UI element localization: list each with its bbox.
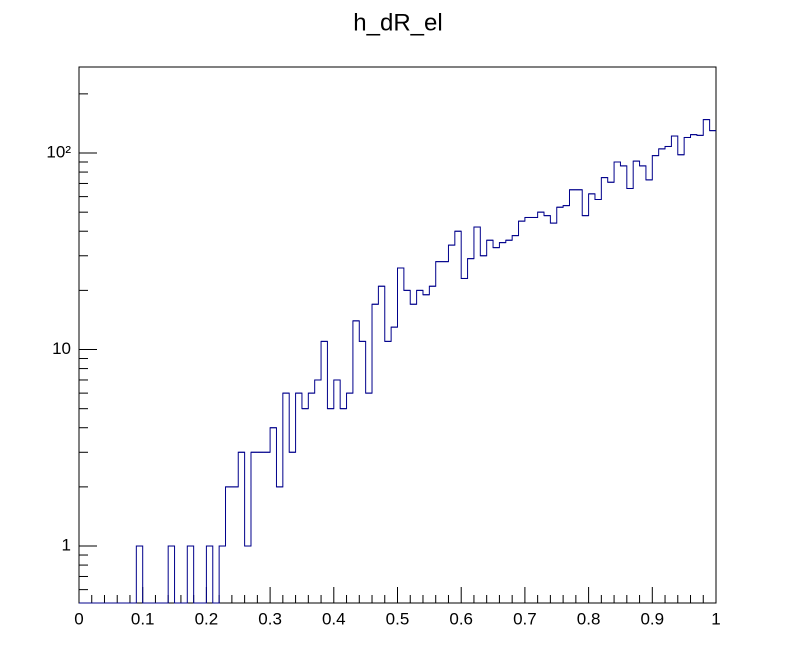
x-tick-label: 0.2 [195,609,219,628]
x-tick-label: 0.3 [258,609,282,628]
x-tick-label: 0.7 [513,609,537,628]
y-tick-label: 10² [46,143,71,162]
x-tick-label: 0.1 [131,609,155,628]
x-tick-label: 0.8 [577,609,601,628]
y-tick-label: 1 [62,536,71,555]
x-tick-label: 0 [74,609,83,628]
chart-title: h_dR_el [353,9,442,36]
x-tick-label: 0.6 [449,609,473,628]
y-tick-label: 10 [52,339,71,358]
x-tick-label: 0.5 [386,609,410,628]
x-tick-label: 1 [711,609,720,628]
x-tick-label: 0.9 [640,609,664,628]
x-tick-label: 0.4 [322,609,346,628]
